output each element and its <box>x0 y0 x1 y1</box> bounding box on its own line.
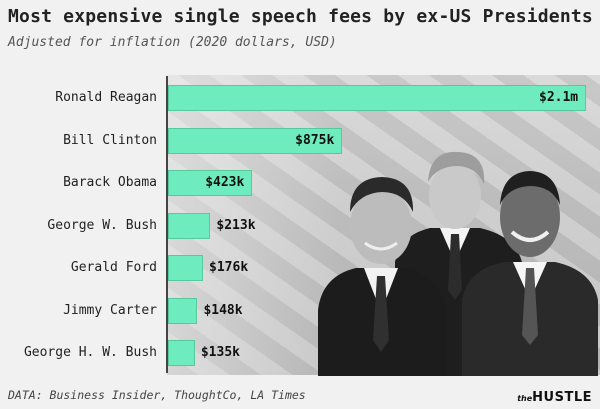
bar <box>168 255 204 281</box>
bar-value-label: $2.1m <box>539 90 579 105</box>
person-photo-right <box>462 171 598 376</box>
category-label: Jimmy Carter <box>63 302 157 318</box>
bar-value-label: $176k <box>209 260 249 275</box>
category-label: George H. W. Bush <box>23 345 157 360</box>
chart-title: Most expensive single speech fees by ex-… <box>8 6 593 27</box>
data-source: DATA: Business Insider, ThoughtCo, LA Ti… <box>8 388 306 402</box>
bar-value-label: $213k <box>216 217 256 233</box>
category-label: Ronald Reagan <box>55 90 157 105</box>
bar <box>168 85 586 111</box>
y-axis-line <box>166 76 168 373</box>
bar <box>168 212 211 239</box>
category-label: Bill Clinton <box>63 132 157 148</box>
bar-value-label: $875k <box>295 132 335 148</box>
hustle-logo: theHUSTLE <box>517 386 592 405</box>
bar <box>168 340 195 366</box>
bar-value-label: $135k <box>200 345 240 360</box>
bar <box>168 127 343 154</box>
person-photo-left <box>318 177 446 376</box>
category-label: Gerald Ford <box>70 260 157 275</box>
bar-value-label: $423k <box>205 175 245 190</box>
bar <box>168 170 253 196</box>
chart-subtitle: Adjusted for inflation (2020 dollars, US… <box>8 35 337 50</box>
category-label: George W. Bush <box>47 217 157 233</box>
category-label: Barack Obama <box>63 175 157 190</box>
logo-name: HUSTLE <box>532 390 592 405</box>
bar-value-label: $148k <box>203 302 243 318</box>
bar <box>168 297 198 324</box>
logo-the: the <box>517 394 533 403</box>
